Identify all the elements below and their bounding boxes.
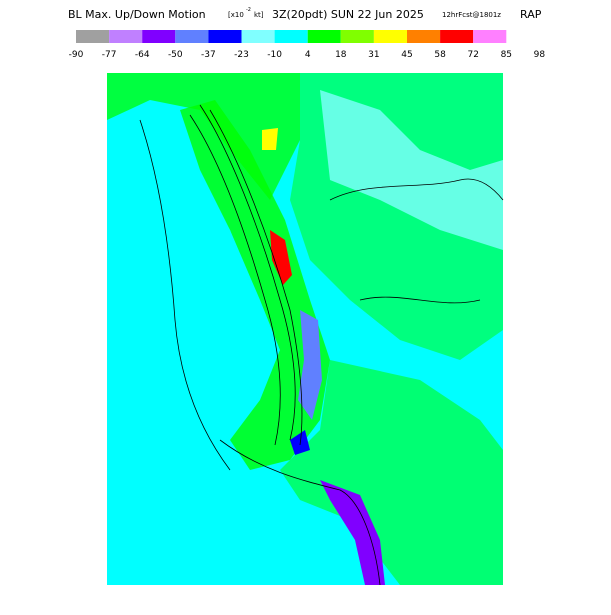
legend-swatch (208, 30, 242, 43)
units-exponent: -2 (246, 7, 251, 13)
valid-time: 3Z(20pdt) SUN 22 Jun 2025 (272, 8, 424, 21)
forecast: 12hrFcst@1801z (442, 11, 501, 19)
updraft-core (262, 128, 278, 150)
contour (219, 439, 381, 586)
legend-swatch (175, 30, 209, 43)
weak-area (320, 90, 503, 250)
updraft-area (180, 100, 330, 470)
title: BL Max. Up/Down Motion (68, 8, 206, 21)
units-suffix: kt] (254, 11, 264, 19)
legend-label: 31 (368, 50, 379, 60)
legend-swatch (142, 30, 176, 43)
legend-label: -23 (234, 50, 249, 60)
legend-swatch (241, 30, 275, 43)
legend-swatch (274, 30, 308, 43)
legend-label: -50 (168, 50, 183, 60)
model: RAP (520, 8, 542, 21)
legend-label: 18 (335, 50, 347, 60)
downdraft (298, 310, 322, 420)
legend-swatch (109, 30, 143, 43)
valley-area (200, 180, 270, 420)
legend-swatch (373, 30, 407, 43)
legend-label: -37 (201, 50, 216, 60)
downdraft (320, 480, 385, 585)
legend-label: 85 (501, 50, 512, 60)
contour (329, 178, 504, 201)
contour (189, 114, 281, 446)
legend-label: -77 (102, 50, 117, 60)
legend-label: -10 (267, 50, 282, 60)
legend-label: 45 (401, 50, 412, 60)
map (107, 73, 504, 586)
legend-label: -90 (69, 50, 84, 60)
units-prefix: [x10 (228, 11, 244, 19)
legend-swatch (473, 30, 507, 43)
legend-label: 58 (434, 50, 446, 60)
legend-swatch (76, 30, 110, 43)
updraft-area (280, 360, 503, 585)
legend-swatch (340, 30, 374, 43)
contour (139, 119, 231, 471)
legend-label: 4 (305, 50, 311, 60)
legend-swatch (440, 30, 474, 43)
color-legend: -90 -77 -64 -50 -37 -23 -10 4 18 31 45 58 72 85 98 (69, 30, 546, 60)
contour (199, 104, 296, 441)
legend-swatch (307, 30, 341, 43)
contour (209, 109, 303, 446)
strong-updraft (270, 230, 292, 285)
contour (359, 296, 481, 304)
legend-swatch (407, 30, 441, 43)
legend-label: 98 (534, 50, 546, 60)
legend-label: -64 (135, 50, 150, 60)
legend-label: 72 (467, 50, 478, 60)
